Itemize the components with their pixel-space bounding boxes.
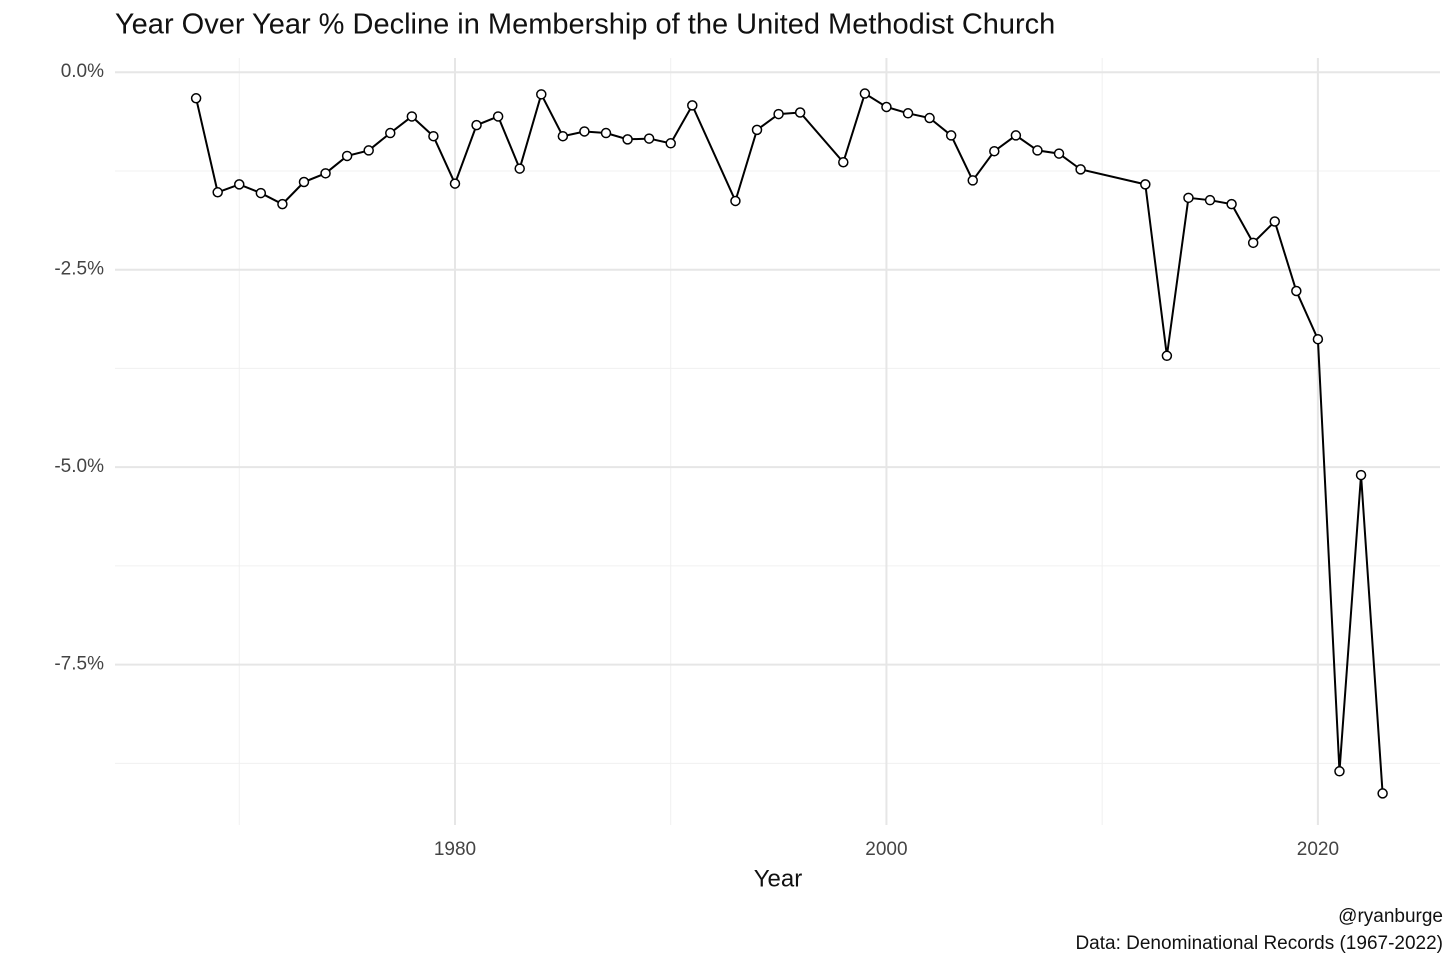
data-point — [1269, 216, 1281, 227]
x-tick-label: 2000 — [865, 839, 907, 860]
data-point — [298, 176, 310, 188]
data-point — [1226, 198, 1237, 210]
data-point — [492, 111, 504, 122]
data-point — [385, 127, 396, 139]
data-point — [924, 112, 935, 124]
data-point — [234, 179, 245, 190]
data-point — [881, 101, 892, 113]
data-point — [622, 134, 633, 145]
data-point — [471, 119, 482, 131]
data-point — [838, 157, 849, 168]
data-point — [320, 168, 331, 179]
data-point — [1053, 148, 1065, 159]
data-point — [428, 130, 439, 142]
data-point — [1291, 285, 1302, 297]
data-point — [579, 126, 590, 137]
data-point — [341, 150, 353, 162]
data-point — [363, 145, 374, 156]
x-tick-label: 1980 — [434, 839, 476, 860]
data-point — [277, 198, 288, 210]
data-point — [1247, 237, 1259, 249]
x-tick-label: 2020 — [1297, 839, 1339, 860]
data-point — [600, 127, 612, 139]
data-point — [1161, 350, 1173, 362]
data-point — [794, 107, 806, 118]
data-point — [665, 138, 676, 149]
data-point — [643, 133, 655, 144]
data-point — [945, 130, 957, 141]
data-point — [859, 88, 871, 99]
data-point — [1010, 130, 1022, 141]
data-point — [406, 111, 418, 122]
data-point — [1312, 333, 1324, 345]
data-point — [255, 187, 267, 199]
data-point — [1140, 179, 1151, 190]
x-axis-label: Year — [754, 865, 803, 892]
data-point — [989, 145, 1000, 157]
data-point — [687, 100, 698, 111]
data-point — [751, 124, 763, 136]
caption: @ryanburge — [1338, 906, 1443, 927]
y-tick-label: -5.0% — [54, 456, 104, 477]
y-tick-label: -7.5% — [54, 654, 104, 675]
data-point — [190, 93, 202, 104]
data-point — [1075, 164, 1086, 175]
y-tick-label: -2.5% — [54, 259, 104, 280]
data-point — [1334, 766, 1345, 777]
data-point — [449, 178, 461, 189]
series-line — [195, 91, 1384, 794]
caption: Data: Denominational Records (1967-2022) — [1075, 933, 1443, 954]
data-point — [212, 187, 223, 198]
data-point — [1355, 469, 1367, 481]
data-point — [557, 130, 569, 142]
data-point — [1204, 194, 1216, 206]
data-point — [902, 108, 914, 119]
y-tick-label: 0.0% — [61, 61, 104, 82]
chart-title: Year Over Year % Decline in Membership o… — [115, 9, 1055, 41]
data-point — [1183, 192, 1194, 204]
data-point — [1032, 145, 1043, 156]
data-point — [730, 195, 741, 207]
data-point — [773, 108, 784, 120]
data-point — [967, 175, 978, 186]
data-point — [514, 163, 525, 174]
data-point — [1377, 788, 1388, 799]
data-point — [536, 89, 547, 100]
